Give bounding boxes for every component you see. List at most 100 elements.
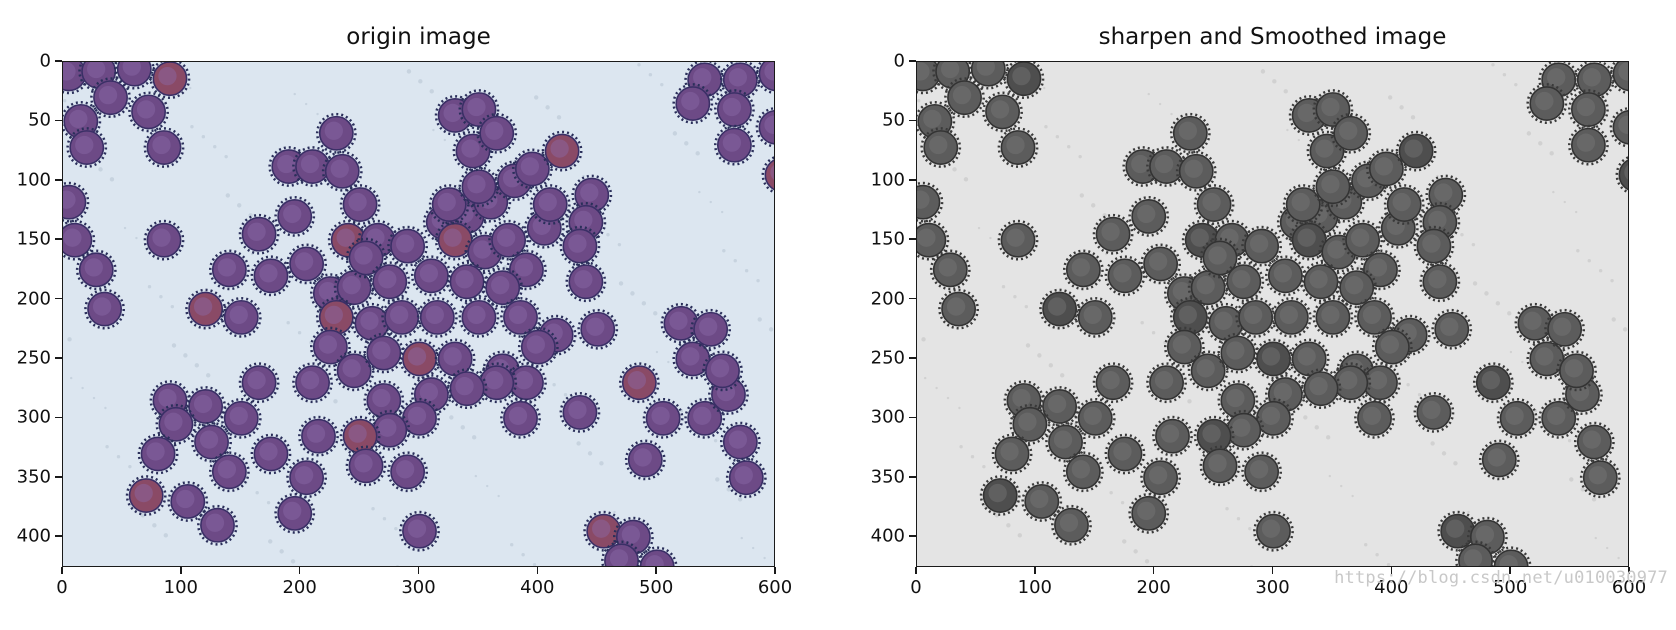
x-tick-label: 400 bbox=[520, 577, 555, 598]
speckle bbox=[304, 102, 308, 106]
cell bbox=[339, 415, 381, 457]
speckle bbox=[1410, 115, 1416, 120]
speckle bbox=[497, 494, 500, 498]
cell bbox=[512, 148, 553, 190]
speckle bbox=[756, 278, 760, 283]
speckle bbox=[1248, 526, 1252, 531]
speckle bbox=[958, 406, 961, 410]
cell bbox=[137, 433, 179, 475]
speckle bbox=[63, 99, 67, 103]
y-tick-label: 100 bbox=[870, 169, 905, 191]
x-tick-label: 400 bbox=[1374, 577, 1409, 598]
cell bbox=[339, 184, 381, 225]
speckle bbox=[140, 513, 146, 518]
speckle bbox=[618, 281, 624, 286]
cell bbox=[125, 475, 167, 516]
speckle bbox=[1417, 393, 1422, 397]
speckle bbox=[1622, 327, 1628, 332]
cell bbox=[363, 380, 405, 421]
speckle bbox=[255, 490, 259, 495]
y-tick bbox=[909, 119, 916, 122]
cell bbox=[1342, 219, 1384, 261]
cell bbox=[1175, 150, 1217, 192]
speckle bbox=[286, 321, 290, 325]
speckle bbox=[1013, 295, 1017, 299]
y-tick-label: 200 bbox=[870, 288, 905, 310]
y-tick bbox=[55, 357, 62, 359]
speckle bbox=[923, 376, 927, 380]
speckle bbox=[371, 507, 375, 511]
speckle bbox=[599, 461, 604, 466]
cell bbox=[684, 397, 726, 439]
cell bbox=[238, 213, 280, 255]
speckle bbox=[279, 549, 284, 554]
cell bbox=[500, 296, 541, 338]
cell bbox=[208, 451, 250, 493]
speckle bbox=[587, 451, 593, 456]
cell bbox=[250, 433, 292, 475]
speckle bbox=[1048, 363, 1054, 368]
speckle bbox=[268, 539, 273, 544]
x-tick bbox=[417, 567, 420, 574]
cell bbox=[315, 112, 357, 154]
cell bbox=[1009, 403, 1051, 445]
cell bbox=[979, 475, 1021, 516]
speckle bbox=[1552, 190, 1555, 194]
y-tick-label: 250 bbox=[870, 347, 905, 369]
speckle bbox=[1109, 490, 1113, 495]
speckle bbox=[763, 556, 766, 560]
speckle bbox=[1122, 539, 1127, 544]
cell bbox=[1062, 451, 1104, 493]
speckle bbox=[1453, 461, 1458, 466]
speckle bbox=[1303, 415, 1308, 420]
speckle bbox=[147, 285, 152, 289]
speckle bbox=[443, 138, 447, 142]
speckle bbox=[1594, 536, 1597, 540]
speckle bbox=[713, 438, 718, 443]
speckle bbox=[695, 151, 700, 156]
cell bbox=[1312, 296, 1354, 338]
cell bbox=[1526, 83, 1568, 124]
speckle bbox=[1225, 507, 1229, 511]
speckle bbox=[1340, 484, 1343, 488]
speckle bbox=[1610, 278, 1614, 283]
cell bbox=[672, 83, 714, 124]
speckle bbox=[432, 128, 435, 132]
cell bbox=[149, 62, 191, 100]
speckle bbox=[1260, 69, 1266, 74]
speckle bbox=[757, 317, 762, 322]
speckle bbox=[449, 415, 454, 420]
x-tick-label: 100 bbox=[163, 577, 199, 598]
speckle bbox=[1060, 373, 1065, 378]
cell bbox=[571, 174, 613, 216]
speckle bbox=[917, 99, 921, 103]
speckle bbox=[1467, 510, 1470, 514]
speckle bbox=[418, 79, 423, 84]
cell bbox=[1253, 397, 1294, 439]
micrograph-image bbox=[63, 62, 774, 566]
speckle bbox=[510, 543, 514, 547]
cell bbox=[309, 326, 351, 368]
cell bbox=[1336, 267, 1378, 309]
cell bbox=[1419, 261, 1461, 303]
y-tick bbox=[55, 297, 62, 300]
speckle bbox=[1502, 73, 1507, 77]
x-tick bbox=[536, 567, 539, 574]
speckle bbox=[460, 425, 465, 430]
x-tick bbox=[180, 567, 182, 574]
speckle bbox=[1078, 154, 1082, 159]
cell bbox=[618, 362, 660, 404]
y-tick bbox=[909, 238, 916, 240]
speckle bbox=[486, 484, 489, 488]
y-tick bbox=[909, 357, 916, 359]
speckle bbox=[1170, 112, 1173, 116]
speckle bbox=[617, 242, 622, 247]
cell bbox=[967, 62, 1009, 90]
speckle bbox=[1491, 63, 1495, 67]
speckle bbox=[406, 69, 412, 74]
speckle bbox=[1006, 523, 1011, 528]
cell bbox=[63, 219, 96, 261]
cell bbox=[482, 267, 524, 309]
cell bbox=[1253, 510, 1294, 552]
speckle bbox=[290, 559, 296, 564]
